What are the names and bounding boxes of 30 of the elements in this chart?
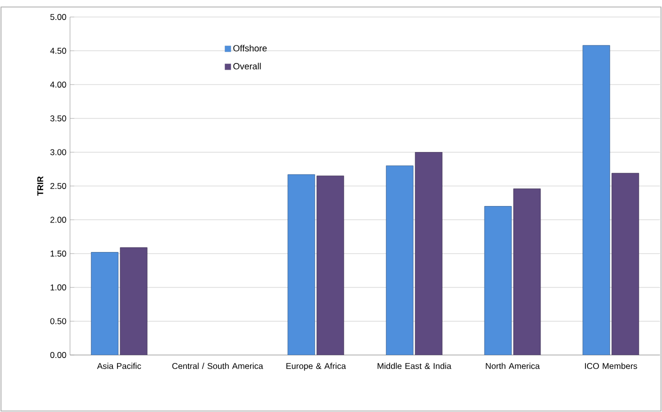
y-tick-label: 4.00 (50, 82, 66, 88)
y-tick-label: 5.00 (50, 14, 66, 20)
bar (484, 206, 512, 355)
y-axis-title: TRIR (37, 176, 44, 196)
bar (316, 176, 344, 355)
legend-label: Offshore (233, 44, 267, 52)
x-tick-label: Asia Pacific (97, 362, 142, 369)
y-tick-label: 3.00 (50, 149, 66, 156)
bar (513, 188, 541, 355)
y-tick-label: 0.00 (50, 352, 66, 358)
y-tick-label: 2.00 (50, 216, 66, 223)
y-tick-label: 2.50 (50, 183, 66, 189)
bar (120, 247, 148, 355)
x-tick-label: ICO Members (585, 362, 638, 369)
y-tick-label: 1.00 (50, 284, 66, 290)
y-tick-label: 3.50 (50, 115, 66, 122)
bar (90, 252, 118, 355)
y-tick-label: 1.50 (50, 250, 66, 257)
bar (288, 174, 316, 355)
y-tick-label: 0.50 (50, 318, 66, 324)
bar (414, 152, 442, 355)
y-tick-label: 4.50 (50, 48, 66, 54)
bar (582, 45, 610, 355)
x-tick-label: North America (486, 362, 540, 369)
x-tick-label: Central / South America (172, 362, 264, 369)
legend-label: Overall (233, 62, 261, 70)
x-tick-label: Europe & Africa (286, 362, 346, 371)
bar (386, 166, 414, 355)
x-tick-label: Middle East & India (378, 362, 452, 369)
bar (612, 172, 640, 355)
